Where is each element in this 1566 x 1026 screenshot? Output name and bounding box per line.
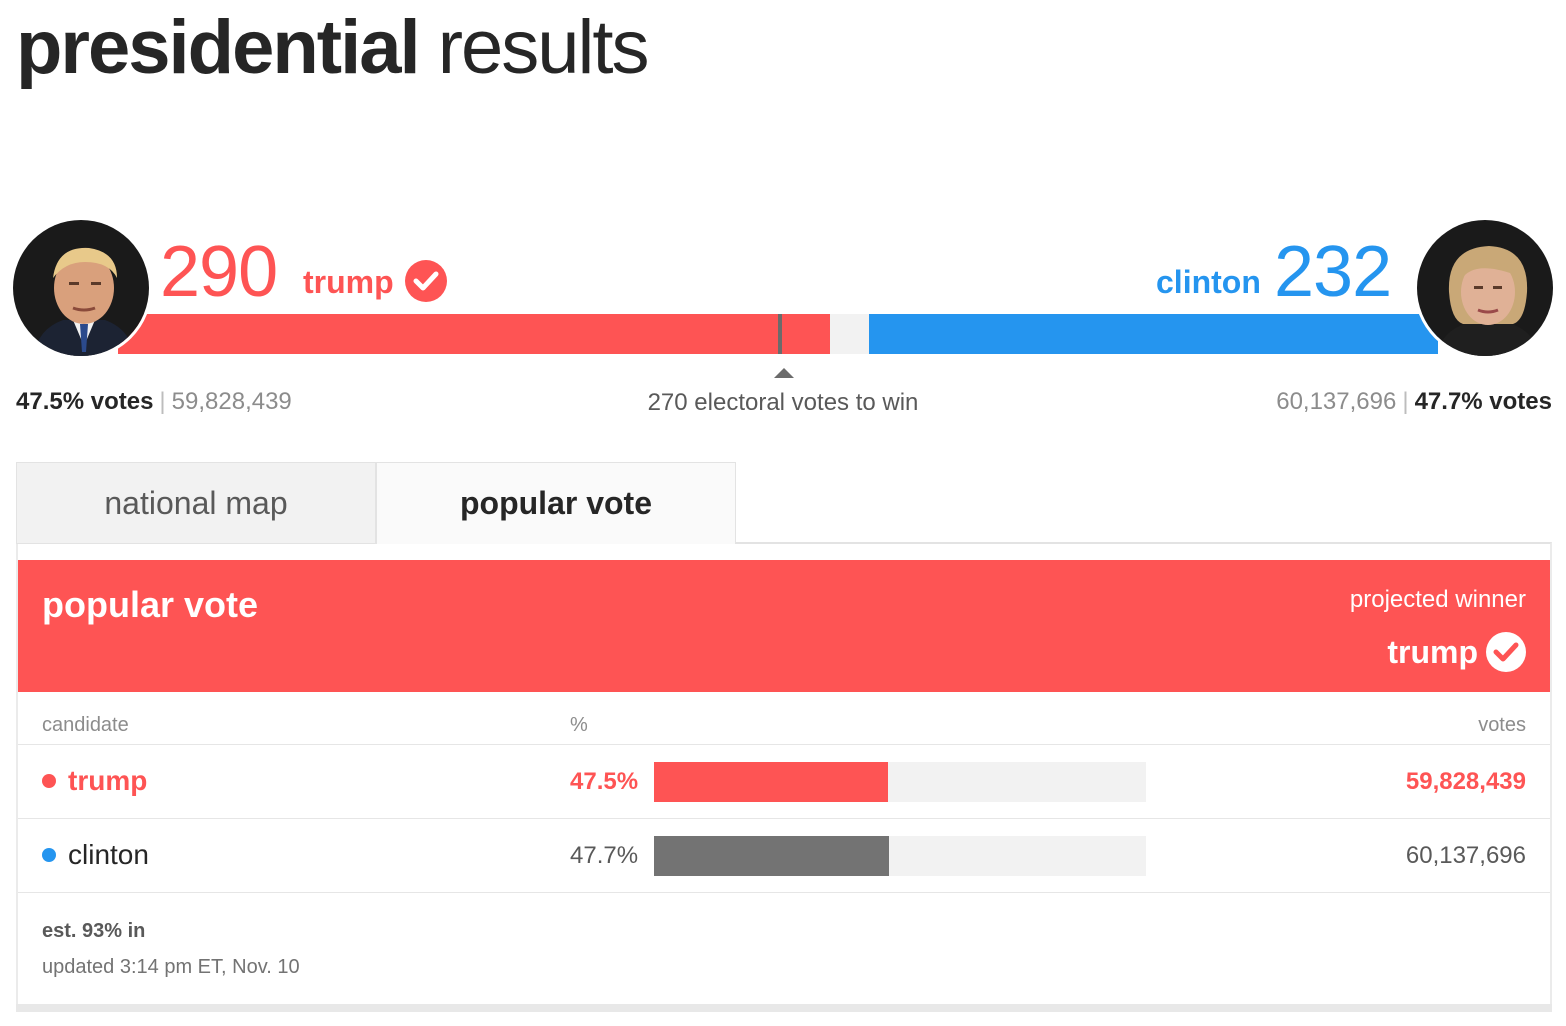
electoral-bar-clinton	[868, 314, 1438, 354]
header-votes: votes	[1478, 714, 1526, 736]
updated-timestamp: updated 3:14 pm ET, Nov. 10	[42, 956, 300, 978]
clinton-vote-pct: 47.7% votes	[1414, 388, 1552, 415]
page-title: presidential results	[16, 10, 650, 86]
reporting-status: est. 93% in	[42, 920, 146, 942]
electoral-vote-bar	[118, 314, 1438, 354]
projected-winner-label: projected winner	[1349, 586, 1526, 613]
divider: |	[159, 388, 166, 415]
row-divider	[18, 892, 1550, 893]
clinton-name: clinton	[1156, 264, 1261, 300]
clinton-color-dot	[42, 848, 56, 862]
trump-vote-pct: 47.5% votes	[16, 388, 154, 415]
electoral-270-marker	[778, 314, 783, 354]
projected-winner-name: trump	[1387, 634, 1478, 670]
trump-name: trump	[303, 264, 394, 300]
trump-color-dot	[42, 774, 56, 788]
tab-national-map[interactable]: national map	[16, 462, 376, 544]
caret-up-icon	[774, 368, 794, 378]
popular-vote-banner: popular vote projected winner trump	[18, 560, 1550, 692]
trump-row-name: trump	[68, 765, 148, 796]
clinton-row-votes: 60,137,696	[1405, 842, 1526, 869]
votes-to-win-label: 270 electoral votes to win	[647, 389, 919, 416]
trump-electoral-count: 290	[160, 232, 278, 312]
page-title-light: results	[437, 5, 650, 90]
trump-pct-bar	[654, 762, 1146, 802]
trump-row-pct: 47.5%	[570, 768, 639, 795]
tab-popular-vote[interactable]: popular vote	[376, 462, 736, 544]
page-title-bold: presidential	[16, 5, 421, 90]
header-percent: %	[570, 714, 588, 736]
trump-vote-count: 59,828,439	[171, 388, 292, 415]
clinton-pct-bar-fill	[654, 836, 889, 876]
tab-bar: national map popular vote	[16, 462, 736, 544]
portrait-clinton-icon	[1414, 217, 1556, 359]
check-circle-icon	[1486, 632, 1526, 672]
clinton-row-name: clinton	[68, 839, 149, 870]
row-divider	[18, 818, 1550, 819]
clinton-row-pct: 47.7%	[570, 842, 639, 869]
divider: |	[1402, 388, 1409, 415]
clinton-vote-count: 60,137,696	[1276, 388, 1397, 415]
clinton-electoral-count: 232	[1274, 232, 1392, 312]
clinton-vote-summary: 60,137,696 | 47.7% votes	[1276, 388, 1552, 415]
portrait-trump-icon	[10, 217, 152, 359]
banner-title: popular vote	[42, 584, 259, 625]
trump-row-votes: 59,828,439	[1405, 768, 1526, 795]
trump-vote-summary: 47.5% votes | 59,828,439	[16, 388, 292, 415]
row-divider	[18, 744, 1550, 745]
electoral-bar-trump	[118, 314, 830, 354]
panel-bottom-edge	[16, 1004, 1552, 1012]
clinton-pct-bar	[654, 836, 1146, 876]
header-candidate: candidate	[42, 714, 129, 736]
trump-pct-bar-fill	[654, 762, 888, 802]
winner-check-icon	[405, 260, 447, 302]
